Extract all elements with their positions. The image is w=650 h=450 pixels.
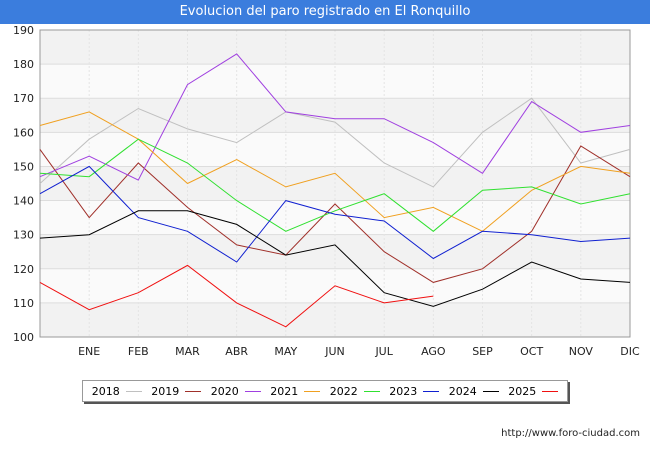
plot-band: [40, 64, 630, 99]
y-tick-label: 110: [13, 297, 34, 310]
legend-entry-2024: 2024: [449, 385, 499, 398]
x-tick-label: NOV: [569, 345, 594, 358]
chart-title: Evolucion del paro registrado en El Ronq…: [0, 0, 650, 24]
legend-label: 2024: [448, 384, 477, 398]
legend-swatch: [423, 390, 440, 392]
plot-band: [40, 132, 630, 167]
x-tick-label: AGO: [421, 345, 446, 358]
x-tick-label: JUN: [324, 345, 345, 358]
series-line-2023: [39, 165, 631, 263]
legend-label: 2020: [210, 384, 239, 398]
legend: 2018 2019 2020 2021 2022 2023 2024 2025: [82, 380, 568, 402]
legend-entry-2019: 2019: [151, 384, 202, 398]
x-tick-label: FEB: [128, 345, 149, 358]
legend-label: 2023: [389, 384, 418, 398]
x-tick-label: ABR: [225, 345, 248, 358]
legend-entry-2023: 2023: [389, 384, 440, 398]
x-tick-label: ENE: [78, 345, 100, 358]
y-tick-label: 130: [13, 229, 34, 242]
x-tick-label: SEP: [472, 345, 493, 358]
series-line-2024: [39, 210, 631, 307]
legend-label: 2025: [508, 384, 537, 398]
legend-label: 2019: [151, 384, 180, 398]
y-tick-label: 190: [13, 24, 34, 37]
series-line-2022: [39, 138, 631, 232]
legend-entry-2025: 2025: [508, 384, 559, 398]
x-tick-label: OCT: [520, 345, 543, 358]
legend-swatch: [542, 390, 559, 392]
legend-entry-2021: 2021: [270, 384, 321, 398]
legend-entry-2020: 2020: [211, 385, 261, 398]
legend-swatch: [125, 390, 142, 392]
source-credit[interactable]: http://www.foro-ciudad.com: [501, 428, 640, 439]
series-line-2018: [39, 97, 631, 188]
legend-label: 2021: [270, 384, 299, 398]
x-tick-label: MAR: [175, 345, 200, 358]
series-line-2019: [39, 145, 631, 283]
x-tick-label: JUL: [374, 345, 393, 358]
legend-swatch: [244, 390, 261, 392]
y-tick-label: 150: [13, 160, 34, 173]
y-tick-label: 140: [13, 195, 34, 208]
series-line-2025: [39, 264, 434, 328]
legend-entry-2018: 2018: [92, 385, 142, 398]
y-tick-label: 170: [13, 92, 34, 105]
legend-swatch: [363, 390, 380, 392]
legend-entry-2022: 2022: [330, 385, 380, 398]
y-tick-label: 180: [13, 58, 34, 71]
y-tick-label: 160: [13, 126, 34, 139]
x-tick-label: MAY: [274, 345, 297, 358]
legend-swatch: [482, 390, 499, 392]
plot-band: [40, 200, 630, 235]
series-line-2020: [39, 53, 631, 181]
y-tick-label: 120: [13, 263, 34, 276]
legend-swatch: [185, 390, 202, 392]
y-tick-label: 100: [13, 331, 34, 344]
x-tick-label: DIC: [620, 345, 640, 358]
legend-label: 2022: [329, 384, 358, 398]
legend-swatch: [304, 390, 321, 392]
legend-label: 2018: [91, 384, 120, 398]
